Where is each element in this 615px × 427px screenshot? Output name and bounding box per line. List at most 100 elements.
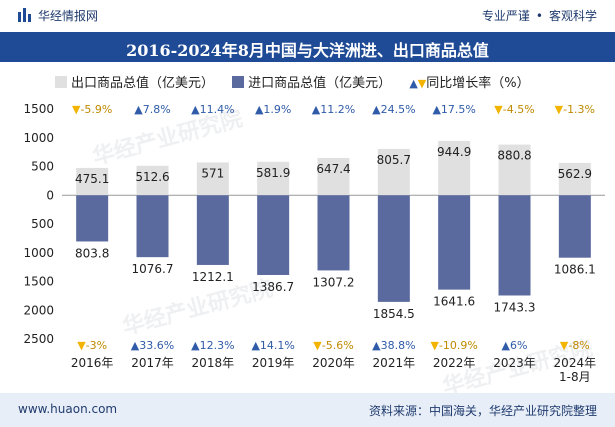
export-value-label: 647.4 [316, 162, 350, 176]
down-triangle-icon: ▼ [560, 339, 569, 352]
export-growth-value: -1.3% [563, 103, 595, 116]
top-bar: 华经情报网 专业严谨 • 客观科学 [0, 0, 615, 32]
y-tick-label: 2000 [23, 303, 54, 317]
brand-name: 华经情报网 [38, 9, 99, 23]
import-bar [136, 195, 169, 258]
import-growth-label: ▲14.1% [251, 339, 294, 352]
export-growth-value: 7.8% [143, 103, 171, 116]
import-growth-value: 14.1% [260, 339, 295, 352]
y-tick-label: 2500 [23, 332, 54, 346]
import-growth-label: ▲38.8% [372, 339, 415, 352]
import-growth-label: ▼-8% [560, 339, 590, 352]
down-triangle-icon: ▼ [72, 103, 81, 116]
import-value-label: 1641.6 [433, 295, 475, 309]
export-value-label: 512.6 [135, 170, 169, 184]
import-growth-value: 38.8% [381, 339, 416, 352]
legend-export-swatch [55, 76, 67, 88]
x-tick-label: 2023年 [493, 356, 536, 370]
import-growth-label: ▼-3% [77, 339, 107, 352]
import-growth-label: ▲6% [502, 339, 528, 352]
y-tick-label: 1500 [23, 102, 54, 116]
brand-logo-icon [18, 8, 31, 22]
up-triangle-icon: ▲ [255, 103, 264, 116]
import-bar [558, 195, 591, 258]
legend-up-triangle-icon: ▲ [409, 77, 418, 90]
x-tick-label: 2019年 [252, 356, 295, 370]
import-bar [257, 195, 290, 275]
legend: 出口商品总值（亿美元） 进口商品总值（亿美元） ▲▼同比增长率（%） [55, 72, 544, 91]
x-tick-label-line: 2017年 [131, 356, 174, 370]
footer-site: www.huaon.com [18, 402, 118, 416]
down-triangle-icon: ▼ [77, 339, 86, 352]
x-tick-label-line: 2019年 [252, 356, 295, 370]
import-growth-value: 12.3% [200, 339, 235, 352]
export-growth-value: 24.5% [381, 103, 416, 116]
down-triangle-icon: ▼ [313, 339, 322, 352]
footer: www.huaon.com 资料来源：中国海关，华经产业研究院整理 [0, 393, 615, 427]
import-growth-label: ▲33.6% [131, 339, 174, 352]
legend-export: 出口商品总值（亿美元） [55, 72, 214, 91]
legend-growth-label: 同比增长率（%） [426, 76, 530, 91]
import-value-label: 1307.2 [313, 275, 355, 289]
down-triangle-icon: ▼ [430, 339, 439, 352]
import-bar [377, 195, 410, 302]
slogan: 专业严谨 • 客观科学 [476, 7, 597, 24]
import-value-label: 1076.7 [132, 262, 174, 276]
y-tick-label: 500 [31, 217, 54, 231]
import-bar [76, 195, 109, 242]
import-growth-value: 6% [510, 339, 527, 352]
x-tick-label: 2022年 [433, 356, 476, 370]
import-value-label: 803.8 [75, 246, 109, 260]
import-value-label: 1386.7 [252, 280, 294, 294]
export-bar [558, 162, 591, 196]
down-triangle-icon: ▼ [494, 103, 503, 116]
x-tick-label-line: 2024年 [554, 356, 597, 370]
import-growth-label: ▼-5.6% [313, 339, 353, 352]
x-tick-label-line: 2021年 [373, 356, 416, 370]
x-tick-label: 2018年 [192, 356, 235, 370]
export-growth-label: ▼-5.9% [72, 103, 112, 116]
export-growth-value: 1.9% [263, 103, 291, 116]
import-growth-label: ▲12.3% [191, 339, 234, 352]
export-growth-label: ▲11.4% [191, 103, 234, 116]
up-triangle-icon: ▲ [502, 339, 511, 352]
x-tick-label: 2024年 1-8月 [554, 356, 597, 384]
export-growth-label: ▼-1.3% [555, 103, 595, 116]
y-tick-label: 1000 [23, 246, 54, 260]
x-tick-label: 2017年 [131, 356, 174, 370]
x-tick-label-line: 2020年 [312, 356, 355, 370]
import-growth-value: 33.6% [139, 339, 174, 352]
import-bar [498, 195, 531, 296]
export-bar [196, 162, 229, 196]
x-tick-label-line: 2023年 [493, 356, 536, 370]
x-tick-label: 2021年 [373, 356, 416, 370]
export-growth-label: ▲1.9% [255, 103, 291, 116]
x-tick-label-line: 1-8月 [559, 370, 591, 384]
import-growth-value: -10.9% [439, 339, 478, 352]
import-bar [196, 195, 229, 265]
export-value-label: 581.9 [256, 166, 290, 180]
import-growth-value: -3% [86, 339, 107, 352]
export-bar [76, 167, 109, 196]
export-growth-value: 17.5% [441, 103, 476, 116]
legend-import-label: 进口商品总值（亿美元） [248, 76, 392, 91]
export-growth-label: ▲11.2% [312, 103, 355, 116]
up-triangle-icon: ▲ [191, 103, 200, 116]
import-value-label: 1854.5 [373, 307, 415, 321]
export-bar [136, 165, 169, 196]
legend-import: 进口商品总值（亿美元） [232, 72, 391, 91]
up-triangle-icon: ▲ [191, 339, 200, 352]
x-tick-label-line: 2018年 [192, 356, 235, 370]
x-tick-label-line: 2022年 [433, 356, 476, 370]
export-value-label: 805.7 [377, 153, 411, 167]
x-tick-label: 2016年 [71, 356, 114, 370]
slogan-tag-2: 客观科学 [548, 9, 597, 23]
up-triangle-icon: ▲ [372, 339, 381, 352]
export-value-label: 944.9 [437, 145, 471, 159]
export-growth-value: 11.2% [320, 103, 355, 116]
y-tick-label: 0 [46, 188, 54, 202]
chart-plot: 1500 1000 500 0 500 1000 1500 2000 2500 475.1 803.… [23, 102, 605, 384]
legend-growth: ▲▼同比增长率（%） [409, 72, 529, 91]
legend-down-triangle-icon: ▼ [417, 77, 427, 90]
up-triangle-icon: ▲ [312, 103, 321, 116]
